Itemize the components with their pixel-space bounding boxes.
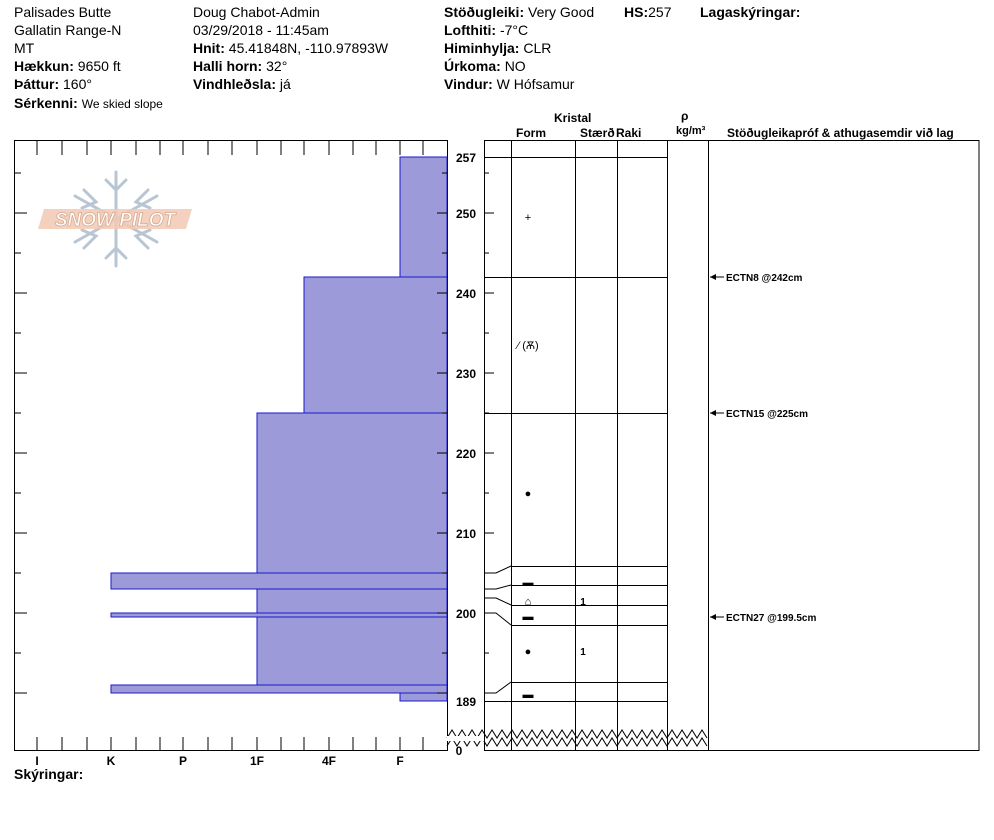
hardness-bar	[303, 276, 448, 414]
layer-connector	[484, 597, 512, 606]
crystal-form-symbol: ⌂	[525, 596, 532, 608]
stability-test-label: ECTN15 @225cm	[726, 409, 808, 420]
test-arrow-icon	[710, 614, 716, 620]
hardness-tick-label: 1F	[250, 754, 264, 768]
crystal-form-symbol: ●	[525, 488, 532, 500]
size-header: Stærð	[580, 126, 615, 140]
elevation: Hækkun: 9650 ft	[14, 58, 121, 74]
layer-notes-label: Lagaskýringar:	[700, 4, 801, 20]
hardness-tick-label: K	[107, 754, 116, 768]
hardness-bar	[256, 412, 448, 574]
range: Gallatin Range-N	[14, 22, 122, 38]
wind: Vindur: W Hófsamur	[444, 76, 575, 92]
moisture-header: Raki	[616, 126, 642, 140]
form-header: Form	[516, 126, 546, 140]
crystal-form-symbol: +	[525, 212, 531, 224]
observer: Doug Chabot-Admin	[193, 4, 320, 20]
hs: HS:257	[624, 4, 672, 20]
precipitation: Úrkoma: NO	[444, 58, 526, 74]
location: Palisades Butte	[14, 4, 112, 20]
crystal-form-symbol: ▬	[523, 577, 534, 589]
axis-break-gap	[447, 736, 484, 741]
tests-header: Stöðugleikapróf & athugasemdir við lag	[727, 126, 954, 140]
height-tick-label: 240	[456, 287, 476, 301]
height-tick-label: 230	[456, 367, 476, 381]
hardness-tick-label: 4F	[322, 754, 336, 768]
hardness-bar	[399, 692, 448, 702]
crystal-header: Kristal	[554, 111, 592, 125]
axis-break-marker	[446, 737, 708, 747]
hardness-bar	[110, 572, 448, 590]
height-tick-label: 250	[456, 207, 476, 221]
stability-test-label: ECTN8 @242cm	[726, 273, 803, 284]
wind-loading: Vindhleðsla: já	[193, 76, 291, 92]
hardness-bar	[256, 588, 448, 614]
density-unit-header: kg/m³	[676, 125, 706, 137]
layer-connector	[484, 612, 512, 626]
aspect: Þáttur: 160°	[14, 76, 92, 92]
test-arrow-icon	[710, 410, 716, 416]
sky-cover: Himinhylja: CLR	[444, 40, 552, 56]
stability: Stöðugleiki: Very Good	[444, 4, 595, 20]
crystal-form-symbol: ●	[525, 646, 532, 658]
stability-test-label: ECTN27 @199.5cm	[726, 613, 816, 624]
layer-connector	[484, 584, 512, 590]
height-tick-label: 210	[456, 527, 476, 541]
hardness-bar	[110, 684, 448, 694]
datetime: 03/29/2018 - 11:45am	[193, 22, 329, 38]
height-tick-label: 200	[456, 607, 476, 621]
height-tick-label: 189	[456, 695, 476, 709]
hardness-bar	[256, 616, 448, 686]
crystal-form-symbol: ▬	[523, 611, 534, 623]
layer-connector	[484, 565, 512, 574]
features: Sérkenni: We skied slope	[14, 95, 163, 111]
slope-angle: Halli horn: 32°	[193, 58, 288, 74]
height-tick-label: 257	[456, 151, 476, 165]
axis-break-marker	[446, 729, 708, 739]
hardness-tick-label: I	[35, 754, 38, 768]
crystal-form-symbol: ▬	[523, 689, 534, 701]
crystal-form-symbol: ⁄ (Ѫ)	[514, 340, 538, 352]
hardness-tick-label: F	[396, 754, 403, 768]
hardness-bar	[399, 156, 448, 278]
density-rho-header: ρ	[681, 109, 689, 123]
coordinates: Hnit: 45.41848N, -110.97893W	[193, 40, 389, 56]
notes-label: Skýringar:	[14, 766, 84, 782]
crystal-size: 1	[580, 597, 586, 608]
hardness-tick-label: P	[179, 754, 187, 768]
height-tick-label: 220	[456, 447, 476, 461]
air-temp: Lofthiti: -7°C	[444, 22, 529, 38]
height-tick-label: 0	[456, 744, 463, 758]
layer-connector	[484, 681, 512, 694]
state: MT	[14, 40, 35, 56]
test-arrow-icon	[710, 274, 716, 280]
hardness-bar	[110, 612, 448, 618]
crystal-size: 1	[580, 647, 586, 658]
